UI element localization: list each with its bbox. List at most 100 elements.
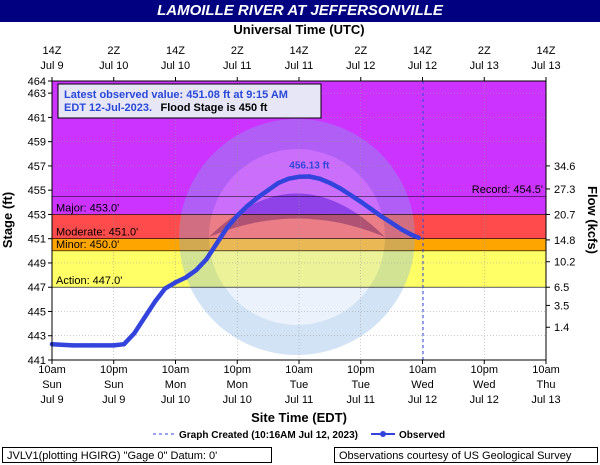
observed-point xyxy=(183,275,188,280)
observed-point xyxy=(337,186,343,191)
top-tick-label: 14Z xyxy=(166,45,185,57)
footer-datum-info: JVLV1(plotting HGIRG) "Gage 0" Datum: 0' xyxy=(2,447,272,463)
top-tick-date: Jul 10 xyxy=(161,60,190,72)
y2-tick-label: 27.3 xyxy=(554,184,575,196)
y-axis-title: Stage (ft) xyxy=(0,192,15,248)
bottom-tick-date: Jul 9 xyxy=(40,394,63,406)
noaa-watermark xyxy=(179,119,415,355)
top-tick-date: Jul 13 xyxy=(531,60,560,72)
legend-graph-created: Graph Created (10:16AM Jul 12, 2023) xyxy=(179,430,358,441)
band-action xyxy=(52,250,546,288)
observed-point xyxy=(317,176,322,181)
bottom-tick-date: Jul 10 xyxy=(223,394,252,406)
right-axis-ticks: 1.4 3.5 6.5 10.2 14.8 20.7 27.3 34.6 xyxy=(546,161,575,334)
top-tick-label: 14Z xyxy=(413,45,432,57)
observed-point xyxy=(70,343,75,348)
legend-observed-marker xyxy=(380,431,386,437)
bottom-tick-date: Jul 12 xyxy=(408,394,437,406)
top-tick-label: 2Z xyxy=(107,45,120,57)
observed-point xyxy=(111,343,116,348)
y2-tick-label: 3.5 xyxy=(554,300,569,312)
bottom-tick-time: 10pm xyxy=(223,364,251,376)
observed-point xyxy=(368,206,374,212)
info-box: Latest observed value: 451.08 ft at 9:15… xyxy=(57,83,322,119)
bottom-tick-time: 10am xyxy=(532,364,560,376)
observed-point xyxy=(265,187,271,193)
observed-point xyxy=(255,195,261,200)
observed-point xyxy=(399,227,405,232)
top-tick-date: Jul 9 xyxy=(40,60,63,72)
y2-tick-label: 10.2 xyxy=(554,257,575,269)
band-minor xyxy=(52,238,546,251)
info-latest-value: Latest observed value: 451.08 ft at 9:15… xyxy=(64,89,288,101)
bottom-tick-time: 10am xyxy=(409,364,437,376)
noaa-logo-bird xyxy=(209,193,385,237)
bottom-tick-day: Wed xyxy=(473,379,495,391)
band-label-action: Action: 447.0' xyxy=(56,275,122,287)
observed-point xyxy=(152,299,158,304)
bottom-tick-date: Jul 12 xyxy=(470,394,499,406)
observed-line xyxy=(49,174,421,348)
bottom-tick-day: Tue xyxy=(290,379,309,391)
bottom-tick-day: Sun xyxy=(42,379,62,391)
observed-point xyxy=(90,343,96,348)
observed-point xyxy=(204,257,209,262)
observed-point xyxy=(142,315,147,320)
observed-point xyxy=(389,220,394,226)
bottom-tick-time: 10pm xyxy=(100,364,128,376)
y-tick-label: 461 xyxy=(28,112,46,124)
top-tick-date: Jul 10 xyxy=(99,60,128,72)
top-tick-date: Jul 12 xyxy=(408,60,437,72)
top-tick-date: Jul 11 xyxy=(285,60,314,72)
observed-point xyxy=(121,342,127,347)
band-label-major: Major: 453.0' xyxy=(56,202,119,214)
bottom-tick-time: 10am xyxy=(162,364,190,376)
band-label-minor: Minor: 450.0' xyxy=(56,239,119,251)
observed-point xyxy=(245,203,250,209)
top-axis-ticks: 14Z Jul 9 2Z Jul 10 14Z Jul 10 2Z Jul 11 14Z Jul … xyxy=(40,45,561,81)
y2-tick-label: 20.7 xyxy=(554,209,575,221)
y-tick-label: 441 xyxy=(28,355,46,367)
y-tick-label: 449 xyxy=(28,258,46,270)
noaa-logo-circle xyxy=(179,119,415,355)
info-box-frame xyxy=(57,83,322,119)
observed-point xyxy=(214,241,219,246)
info-date: EDT 12-Jul-2023. xyxy=(64,102,152,114)
observed-point xyxy=(163,286,168,291)
y-tick-label: 464 xyxy=(28,76,46,88)
y-tick-label: 463 xyxy=(28,88,46,100)
bottom-tick-time: 10am xyxy=(38,364,66,376)
bottom-tick-date: Jul 11 xyxy=(346,394,375,406)
info-flood-stage-text: Flood Stage is 450 ft xyxy=(161,102,268,114)
bottom-tick-date: Jul 11 xyxy=(285,394,314,406)
observed-point xyxy=(416,235,421,240)
legend-observed: Observed xyxy=(399,430,445,441)
bottom-tick-time: 10am xyxy=(285,364,313,376)
top-axis-title: Universal Time (UTC) xyxy=(233,22,364,37)
band-threshold-lines xyxy=(52,195,546,288)
y-tick-label: 447 xyxy=(28,282,46,294)
observed-point xyxy=(410,232,415,238)
bottom-tick-day: Thu xyxy=(537,379,556,391)
top-tick-date: Jul 13 xyxy=(470,60,499,72)
footer-credit: Observations courtesy of US Geological S… xyxy=(334,447,598,463)
bottom-tick-time: 10pm xyxy=(347,364,375,376)
record-label: Record: 454.5' xyxy=(472,184,543,196)
observed-point xyxy=(193,268,199,273)
chart-title: LAMOILLE RIVER AT JEFFERSONVILLE xyxy=(0,0,600,22)
bottom-tick-date: Jul 9 xyxy=(102,394,125,406)
bottom-tick-time: 10pm xyxy=(470,364,498,376)
observed-point xyxy=(276,180,281,186)
y2-tick-label: 14.8 xyxy=(554,235,575,247)
observed-point xyxy=(327,180,333,186)
info-flood-stage: EDT 12-Jul-2023. Flood Stage is 450 ft xyxy=(64,98,268,115)
observed-point xyxy=(224,225,230,230)
top-tick-label: 2Z xyxy=(478,45,491,57)
top-tick-label: 14Z xyxy=(537,45,556,57)
y-tick-label: 443 xyxy=(28,331,46,343)
observed-point xyxy=(173,280,178,285)
bottom-tick-date: Jul 13 xyxy=(531,394,560,406)
noaa-logo-inner xyxy=(209,149,385,325)
